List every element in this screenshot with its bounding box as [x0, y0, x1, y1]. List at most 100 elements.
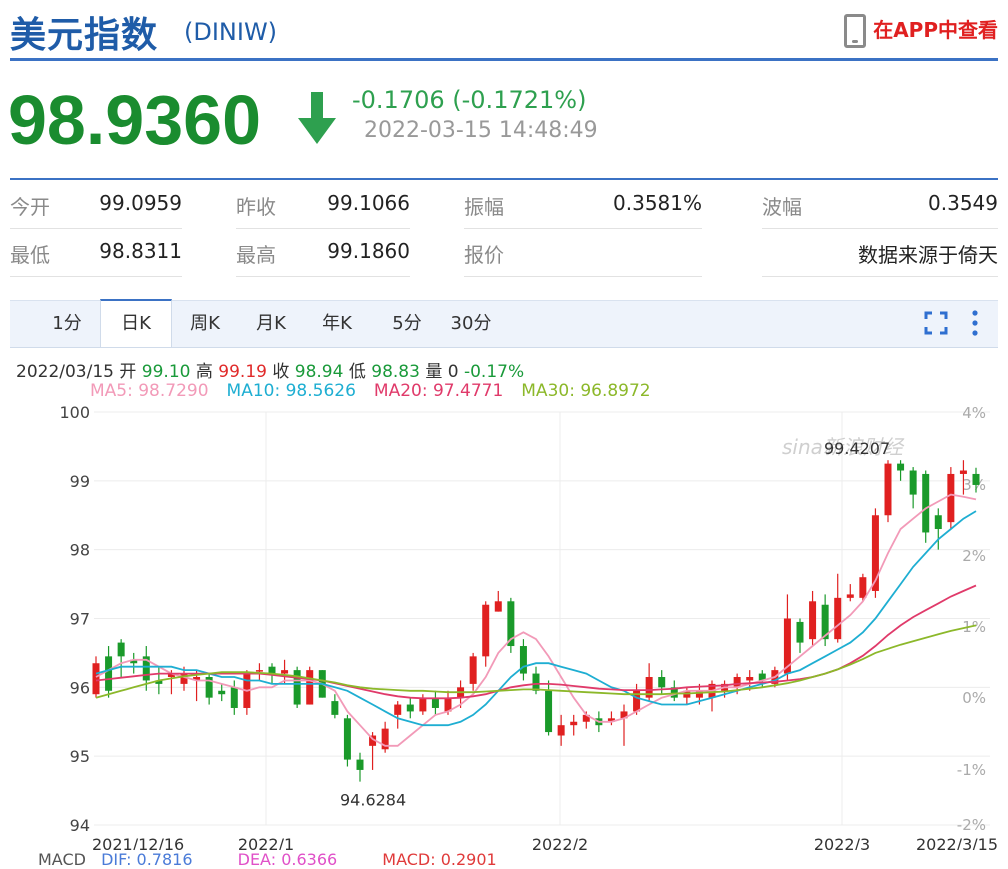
ma-legend-item: MA30: 96.8972: [521, 381, 651, 401]
stat-label: 波幅: [762, 195, 802, 219]
y-tick-label-right: 2%: [962, 547, 986, 565]
candle-body: [130, 659, 138, 664]
candle-body: [255, 670, 263, 672]
candle-body: [419, 697, 427, 712]
candle-body: [645, 677, 653, 698]
candle-body: [570, 721, 578, 726]
candle-body: [519, 646, 527, 674]
page-title: 美元指数: [10, 15, 159, 56]
y-tick-label-left: 98: [70, 541, 90, 560]
candle-body: [972, 473, 980, 485]
tab-period[interactable]: 30分: [450, 313, 492, 334]
candle-body: [281, 670, 289, 674]
candle-body: [733, 677, 741, 688]
candle-body: [431, 697, 439, 708]
candle-body: [142, 656, 150, 681]
candle-body: [494, 601, 502, 612]
candle-body: [959, 470, 967, 474]
stat-value: 99.1066: [327, 191, 410, 215]
candle-body: [746, 677, 754, 681]
down-arrow-icon: [298, 92, 336, 144]
tab-period[interactable]: 年K: [322, 313, 352, 334]
candle-body: [909, 470, 917, 495]
ma-legend: MA5: 98.7290 MA10: 98.5626 MA20: 97.4771 MA…: [90, 381, 669, 401]
open-in-app-link[interactable]: 在APP中查看: [873, 18, 998, 42]
y-tick-label-right: 3%: [962, 476, 986, 494]
stat-value: 99.0959: [99, 191, 182, 215]
watermark-logo: sina新浪财经: [782, 435, 905, 459]
candle-body: [620, 711, 628, 719]
candle-body: [532, 673, 540, 691]
candle-body: [934, 515, 942, 530]
ticker-symbol: (DINIW): [184, 18, 278, 46]
y-tick-label-left: 96: [70, 678, 90, 697]
stat-label: 今开: [10, 195, 50, 219]
tab-period[interactable]: 1分: [52, 313, 82, 334]
candle-body: [507, 601, 515, 647]
max-annotation: 99.4207: [824, 439, 890, 458]
high-value: 99.19: [218, 362, 267, 382]
candle-body: [796, 621, 804, 643]
stat-label: 报价: [464, 243, 504, 267]
candle-body: [155, 680, 163, 684]
stat-value: 98.8311: [99, 239, 182, 263]
stat-value: 0.3581%: [613, 191, 702, 215]
candle-body: [809, 601, 817, 640]
y-tick-label-left: 100: [59, 403, 90, 422]
candle-body: [633, 690, 641, 712]
stat-row-divider: [236, 228, 410, 229]
close-value: 98.94: [294, 362, 344, 382]
close-label: 收: [272, 362, 290, 382]
stats-divider: [10, 178, 998, 180]
tab-period[interactable]: 月K: [256, 313, 286, 334]
candle-body: [469, 656, 477, 684]
tab-period[interactable]: 5分: [392, 313, 422, 334]
low-value: 98.83: [371, 362, 420, 382]
candle-body: [218, 690, 226, 695]
y-tick-label-left: 99: [70, 472, 90, 491]
candle-body: [92, 663, 100, 695]
candle-body: [482, 604, 490, 657]
fullscreen-icon[interactable]: [924, 311, 948, 335]
candle-body: [884, 463, 892, 516]
candle-body: [834, 597, 842, 640]
current-price: 98.9360: [8, 81, 262, 159]
candlestick-chart[interactable]: 1009998979695944%3%2%1%0%-1%-2%sina新浪财经9…: [0, 400, 1008, 850]
low-label: 低: [348, 362, 366, 382]
tab-period[interactable]: 周K: [190, 313, 220, 334]
tab-period[interactable]: 日K: [100, 299, 172, 347]
x-tick-label: 2022/2: [532, 835, 588, 850]
candle-body: [268, 666, 276, 674]
stat-row-divider: [762, 228, 998, 229]
stat-value: 数据来源于倚天: [858, 243, 998, 267]
kline-date: 2022/03/15: [16, 362, 114, 382]
y-tick-label-left: 95: [70, 747, 90, 766]
stat-row-divider: [464, 228, 702, 229]
candle-body: [193, 677, 201, 681]
volume-value: 0: [447, 362, 459, 382]
candle-body: [783, 618, 791, 674]
y-tick-label-left: 94: [70, 816, 90, 835]
y-tick-label-right: -1%: [957, 761, 986, 779]
more-options-icon[interactable]: [970, 309, 980, 337]
candle-body: [381, 728, 389, 750]
candle-body: [658, 677, 666, 688]
candle-body: [922, 473, 930, 533]
volume-label: 量: [425, 362, 443, 382]
stat-row-divider: [236, 276, 410, 277]
candle-body: [897, 463, 905, 471]
phone-icon[interactable]: [844, 14, 866, 48]
price-change: -0.1706 (-0.1721%): [352, 86, 587, 114]
x-tick-label: 2022/3/15: [916, 835, 998, 850]
stat-label: 最低: [10, 243, 50, 267]
candle-body: [947, 473, 955, 523]
y-tick-label-right: 4%: [962, 404, 986, 422]
y-tick-label-right: 1%: [962, 618, 986, 636]
stat-row-divider: [464, 276, 702, 277]
candle-body: [695, 690, 703, 698]
y-tick-label-left: 97: [70, 610, 90, 629]
candle-body: [607, 718, 615, 722]
title-divider: [10, 58, 998, 61]
candle-body: [293, 670, 301, 705]
candle-body: [758, 673, 766, 681]
